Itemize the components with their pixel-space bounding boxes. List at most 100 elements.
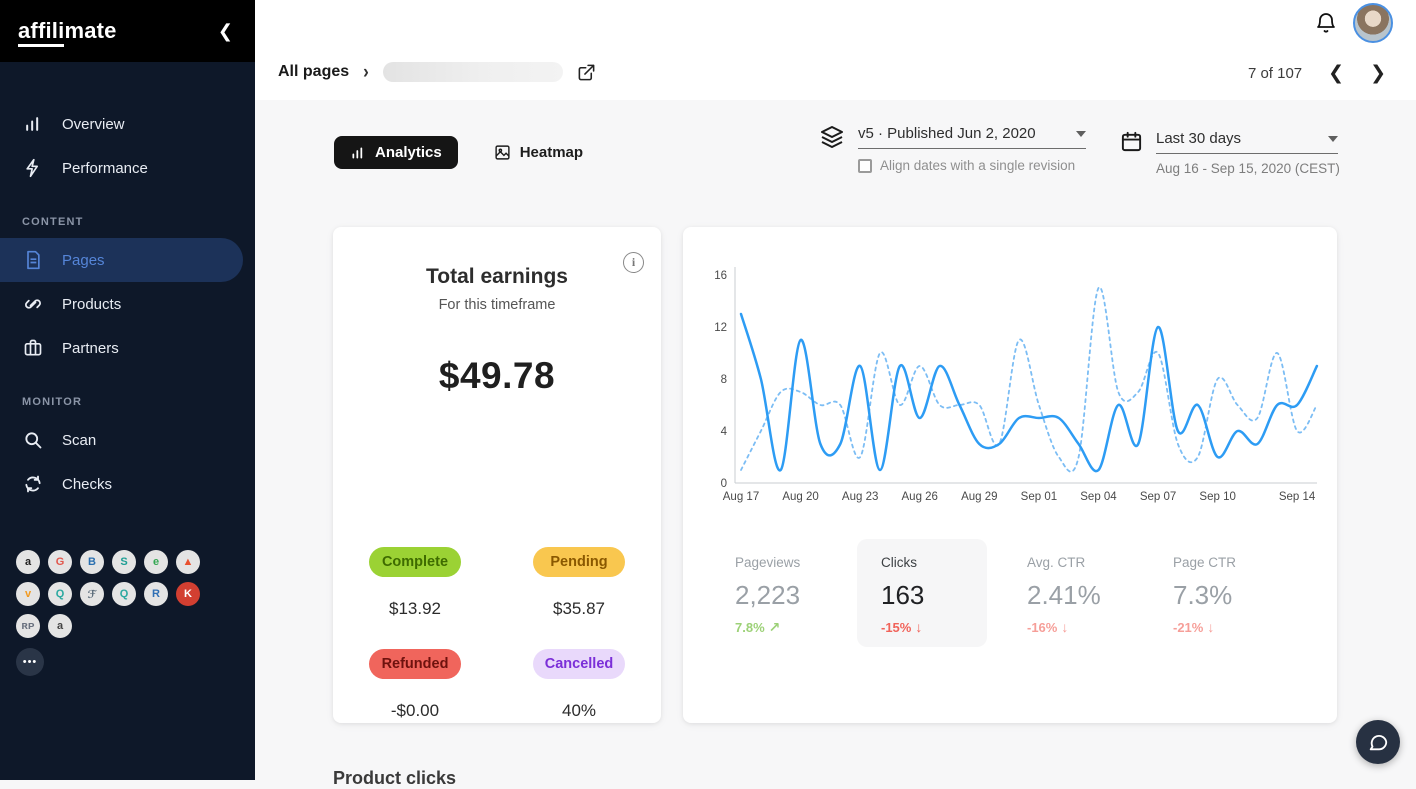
sidebar-item-label: Pages bbox=[62, 251, 105, 269]
svg-text:16: 16 bbox=[714, 270, 727, 282]
sidebar-item-overview[interactable]: Overview bbox=[0, 102, 243, 146]
network-icon[interactable]: G bbox=[48, 550, 72, 574]
status-value: $35.87 bbox=[553, 599, 605, 618]
sidebar-item-label: Performance bbox=[62, 159, 148, 177]
breadcrumb: All pages › bbox=[278, 60, 596, 83]
section-label-content: CONTENT bbox=[22, 216, 84, 228]
pager-count: 7 of 107 bbox=[1247, 65, 1303, 82]
chat-bubble-icon bbox=[1369, 734, 1388, 751]
trend-up-icon: ↗ bbox=[768, 619, 781, 635]
network-icon[interactable]: R bbox=[144, 582, 168, 606]
sidebar-item-scan[interactable]: Scan bbox=[0, 418, 243, 462]
chat-launcher-button[interactable] bbox=[1356, 720, 1400, 764]
stat-delta: -21% ↓ bbox=[1173, 619, 1215, 635]
sidebar-item-products[interactable]: Products bbox=[0, 282, 243, 326]
stat-value: 2.41% bbox=[1027, 580, 1101, 610]
status-value: 40% bbox=[561, 701, 597, 720]
svg-text:Sep 10: Sep 10 bbox=[1199, 491, 1235, 503]
status-value: -$0.00 bbox=[390, 701, 440, 720]
sidebar-item-checks[interactable]: Checks bbox=[0, 462, 243, 506]
sidebar-collapse-icon[interactable]: ❮ bbox=[217, 21, 233, 41]
search-icon bbox=[25, 432, 42, 449]
revision-select[interactable]: v5 · Published Jun 2, 2020 bbox=[858, 125, 1086, 149]
daterange-select[interactable]: Last 30 days bbox=[1156, 130, 1338, 154]
stat-label: Pageviews bbox=[735, 555, 801, 570]
network-icon[interactable]: Q bbox=[48, 582, 72, 606]
stat-delta: -16% ↓ bbox=[1027, 619, 1069, 635]
sidebar-item-performance[interactable]: Performance bbox=[0, 146, 243, 190]
stat-label: Avg. CTR bbox=[1027, 555, 1086, 570]
earnings-title: Total earnings bbox=[426, 265, 568, 288]
stat-tile-pageviews[interactable]: Pageviews 2,223 7.8% ↗ bbox=[711, 539, 841, 647]
pager-next-button[interactable]: ❯ bbox=[1370, 63, 1386, 84]
image-icon bbox=[495, 145, 510, 160]
svg-text:Sep 14: Sep 14 bbox=[1279, 491, 1316, 503]
network-icon[interactable]: S bbox=[112, 550, 136, 574]
sidebar-item-partners[interactable]: Partners bbox=[0, 326, 243, 370]
stat-delta: 7.8% ↗ bbox=[735, 619, 781, 635]
tab-analytics[interactable]: Analytics bbox=[334, 136, 458, 169]
main-content: Analytics Heatmap v5 · Published Jun 2, … bbox=[255, 100, 1416, 788]
user-avatar[interactable] bbox=[1353, 3, 1393, 43]
analytics-chart-card: 0 4 8 12 16 Aug 17 Aug 20 Aug 23 Aug 26 Aug 29 Sep… bbox=[683, 227, 1337, 723]
section-label-monitor: MONITOR bbox=[22, 396, 83, 408]
breadcrumb-all-pages-link[interactable]: All pages bbox=[278, 63, 350, 80]
stat-label: Page CTR bbox=[1173, 555, 1237, 570]
trend-down-icon: ↓ bbox=[915, 619, 923, 635]
stat-value: 7.3% bbox=[1173, 580, 1233, 610]
network-icon[interactable]: a bbox=[16, 550, 40, 574]
sidebar-item-label: Checks bbox=[62, 475, 113, 493]
network-icon[interactable]: Q bbox=[112, 582, 136, 606]
tab-heatmap[interactable]: Heatmap bbox=[478, 136, 599, 169]
stat-tile-avg-ctr[interactable]: Avg. CTR 2.41% -16% ↓ bbox=[1003, 539, 1133, 647]
layers-icon bbox=[821, 126, 843, 148]
earnings-total: $49.78 bbox=[438, 355, 556, 396]
status-value: $13.92 bbox=[389, 599, 441, 618]
document-icon bbox=[27, 250, 40, 270]
notification-bell-icon[interactable] bbox=[1314, 10, 1338, 41]
network-icon[interactable]: v bbox=[16, 582, 40, 606]
network-icon[interactable]: ℱ bbox=[80, 582, 104, 606]
total-earnings-card: i Total earnings For this timeframe $49.… bbox=[333, 227, 661, 723]
view-toggle: Analytics Heatmap bbox=[334, 136, 599, 169]
network-icon[interactable]: K bbox=[176, 582, 200, 606]
briefcase-icon bbox=[24, 339, 42, 356]
sidebar-item-pages[interactable]: Pages bbox=[0, 238, 243, 282]
svg-text:Sep 04: Sep 04 bbox=[1080, 491, 1117, 503]
align-dates-checkbox[interactable]: Align dates with a single revision bbox=[858, 158, 1086, 173]
earnings-subtitle: For this timeframe bbox=[438, 297, 556, 313]
stat-tile-page-ctr[interactable]: Page CTR 7.3% -21% ↓ bbox=[1149, 539, 1279, 647]
network-icon[interactable]: e bbox=[144, 550, 168, 574]
analytics-icon bbox=[352, 146, 363, 159]
svg-text:Aug 26: Aug 26 bbox=[902, 491, 938, 503]
svg-text:0: 0 bbox=[721, 478, 727, 490]
network-icon[interactable]: ʀᴘ bbox=[16, 614, 40, 638]
more-networks-button[interactable]: ••• bbox=[16, 648, 44, 676]
sidebar: affilimate ❮ Overview Performance CONTEN… bbox=[0, 0, 255, 780]
checkbox-unchecked-icon bbox=[858, 158, 872, 173]
chevron-right-icon: › bbox=[363, 60, 369, 83]
network-icon[interactable]: ▲ bbox=[176, 550, 200, 574]
next-section-title: Product clicks bbox=[333, 768, 457, 788]
network-icon[interactable]: a bbox=[48, 614, 72, 638]
earnings-breakdown: Complete Pending $13.92 $35.87 Refunded Cance… bbox=[333, 547, 661, 751]
svg-text:8: 8 bbox=[721, 374, 727, 386]
bar-chart-icon bbox=[26, 117, 39, 131]
sidebar-item-label: Overview bbox=[62, 115, 125, 133]
svg-text:Aug 17: Aug 17 bbox=[723, 491, 759, 503]
external-link-icon[interactable] bbox=[577, 63, 596, 82]
trend-down-icon: ↓ bbox=[1207, 619, 1215, 635]
stat-tile-clicks[interactable]: Clicks 163 -15% ↓ bbox=[857, 539, 987, 647]
stat-delta: -15% ↓ bbox=[881, 619, 923, 635]
daterange-resolved: Aug 16 - Sep 15, 2020 (CEST) bbox=[1156, 161, 1340, 176]
page-title-skeleton bbox=[382, 62, 563, 82]
network-icon[interactable]: B bbox=[80, 550, 104, 574]
topbar: All pages › 7 of 107 ❮ ❯ bbox=[255, 0, 1416, 100]
status-badge: Complete bbox=[369, 547, 461, 577]
sync-icon bbox=[25, 475, 41, 493]
app-logo: affilimate bbox=[18, 18, 117, 47]
pager-prev-button[interactable]: ❮ bbox=[1328, 63, 1345, 84]
info-icon[interactable]: i bbox=[623, 252, 644, 273]
svg-text:Aug 29: Aug 29 bbox=[961, 491, 997, 503]
